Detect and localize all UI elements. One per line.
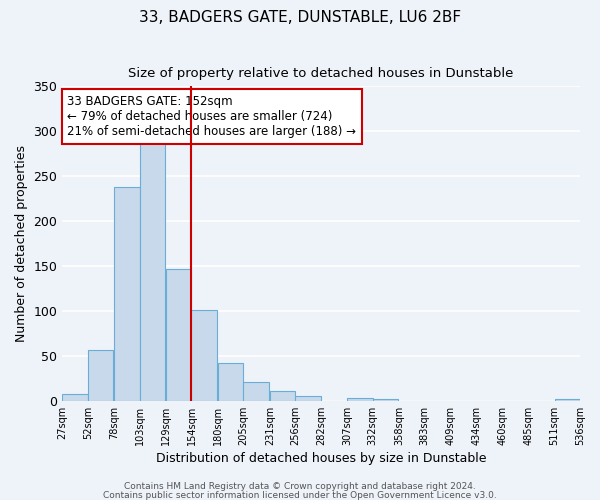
Bar	[114, 186, 140, 401]
Bar	[191, 310, 217, 401]
Bar	[554, 399, 580, 401]
Bar	[140, 140, 165, 401]
Bar	[373, 399, 398, 401]
Text: 33, BADGERS GATE, DUNSTABLE, LU6 2BF: 33, BADGERS GATE, DUNSTABLE, LU6 2BF	[139, 10, 461, 25]
Bar	[218, 363, 244, 401]
Bar	[62, 394, 88, 401]
Bar	[244, 382, 269, 401]
Bar	[295, 396, 320, 401]
X-axis label: Distribution of detached houses by size in Dunstable: Distribution of detached houses by size …	[156, 452, 487, 465]
Bar	[347, 398, 373, 401]
Bar	[166, 270, 191, 401]
Bar	[88, 350, 113, 401]
Text: 33 BADGERS GATE: 152sqm
← 79% of detached houses are smaller (724)
21% of semi-d: 33 BADGERS GATE: 152sqm ← 79% of detache…	[67, 96, 356, 138]
Text: Contains public sector information licensed under the Open Government Licence v3: Contains public sector information licen…	[103, 490, 497, 500]
Title: Size of property relative to detached houses in Dunstable: Size of property relative to detached ho…	[128, 68, 514, 80]
Text: Contains HM Land Registry data © Crown copyright and database right 2024.: Contains HM Land Registry data © Crown c…	[124, 482, 476, 491]
Y-axis label: Number of detached properties: Number of detached properties	[15, 145, 28, 342]
Bar	[270, 391, 295, 401]
